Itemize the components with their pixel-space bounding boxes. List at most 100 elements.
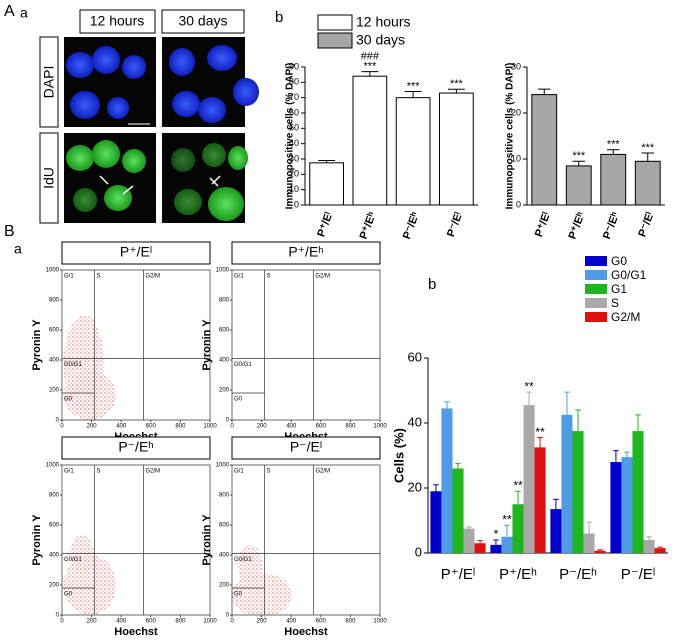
panel-label: a xyxy=(20,5,28,21)
y-axis-label: Pyronin Y xyxy=(31,319,43,371)
y-tick-label: 0 xyxy=(56,418,60,424)
error-bar xyxy=(646,536,652,540)
bar xyxy=(632,431,644,553)
error-bar xyxy=(477,540,483,544)
gate-label: G/1 xyxy=(234,274,244,280)
legend-swatch xyxy=(317,32,353,49)
error-bar xyxy=(444,401,450,409)
bar xyxy=(643,540,655,553)
panel-label: b xyxy=(428,276,436,293)
plot-frame xyxy=(61,464,211,616)
panel-label: A xyxy=(4,3,15,20)
flow-plots: P⁺/Eˡ 0 200 400 600 800 1000 0 200 400 600 800 1000 G… xyxy=(31,241,387,638)
x-tick-label: 400 xyxy=(116,619,127,625)
gate-label: G2/M xyxy=(315,274,330,280)
annotation: * xyxy=(494,527,499,541)
x-tick-label: P⁻/Eˡ xyxy=(636,211,656,239)
x-tick-label: 0 xyxy=(230,619,234,625)
bar xyxy=(594,550,606,553)
row-header-box xyxy=(39,36,59,128)
row-header: DAPI xyxy=(41,66,57,99)
gate-label: S xyxy=(97,274,101,280)
gate-label: G0 xyxy=(64,397,73,403)
y-tick-label: 800 xyxy=(49,298,60,304)
x-tick-label: 600 xyxy=(316,619,327,625)
legend-swatch xyxy=(585,312,607,322)
y-tick-label: 1000 xyxy=(216,463,230,469)
y-tick-label: 30 xyxy=(511,61,521,71)
legend-swatch xyxy=(585,298,607,308)
x-tick-label: 600 xyxy=(316,424,327,430)
column-header: 12 hours xyxy=(90,13,144,29)
error-bar xyxy=(586,521,592,534)
bar xyxy=(474,543,486,553)
gate-label: G/1 xyxy=(64,274,74,280)
bar xyxy=(430,491,442,553)
y-tick-label: 0 xyxy=(415,544,422,559)
plot-title: P⁻/Eʰ xyxy=(118,439,153,455)
error-bar xyxy=(447,88,465,94)
plot-title: P⁻/Eˡ xyxy=(290,439,322,455)
error-bar xyxy=(526,391,532,406)
y-tick-label: 80 xyxy=(289,77,299,87)
bar xyxy=(490,544,502,553)
row-header-box xyxy=(39,132,59,224)
y-tick-label: 1000 xyxy=(216,268,230,274)
annotation: ** xyxy=(524,379,534,393)
bar xyxy=(621,457,633,553)
error-bar xyxy=(538,88,551,95)
bar xyxy=(463,528,475,553)
x-tick-label: 1000 xyxy=(373,424,387,430)
y-tick-label: 600 xyxy=(49,328,60,334)
y-tick-label: 800 xyxy=(219,493,230,499)
x-tick-label: 1000 xyxy=(203,424,217,430)
error-bar xyxy=(504,524,510,537)
y-axis-label: Pyronin Y xyxy=(201,319,213,371)
error-bar xyxy=(493,539,499,545)
x-tick-label: P⁺/Eˡ xyxy=(441,566,475,583)
legend-label: 30 days xyxy=(356,32,405,48)
bar xyxy=(352,75,388,206)
bar xyxy=(583,533,595,553)
x-tick-label: 800 xyxy=(345,619,356,625)
error-bar xyxy=(641,152,654,162)
title-box xyxy=(61,241,211,265)
legend-label: G2/M xyxy=(611,310,640,324)
error-bar xyxy=(624,451,630,458)
panel-label: a xyxy=(14,241,22,257)
y-tick-label: 1000 xyxy=(46,268,60,274)
annotation: *** xyxy=(641,142,655,154)
bar xyxy=(600,153,627,206)
plot-frame xyxy=(61,269,211,421)
gate-label: S xyxy=(267,274,271,280)
error-bar xyxy=(597,549,603,551)
plot-title: P⁺/Eʰ xyxy=(288,244,323,260)
title-box xyxy=(61,436,211,460)
x-tick-label: P⁻/Eʰ xyxy=(601,211,622,241)
plot-frame xyxy=(231,269,381,421)
y-axis-label: Immunopositive cells (% DAPI) xyxy=(505,63,516,210)
annotation: *** xyxy=(363,61,377,73)
x-tick-label: 600 xyxy=(146,619,157,625)
plot-frame xyxy=(231,464,381,616)
y-tick-label: 60 xyxy=(289,107,299,117)
y-tick-label: 400 xyxy=(219,553,230,559)
x-tick-label: 200 xyxy=(257,619,268,625)
y-tick-label: 400 xyxy=(219,358,230,364)
x-tick-label: P⁻/Eʰ xyxy=(559,566,597,583)
gate-label: S xyxy=(267,469,271,475)
bar xyxy=(439,92,474,206)
y-tick-label: 400 xyxy=(49,553,60,559)
y-tick-label: 200 xyxy=(49,583,60,589)
gate-label: G0/G1 xyxy=(64,362,82,368)
y-tick-label: 40 xyxy=(289,138,299,148)
bar xyxy=(395,97,431,206)
x-tick-label: P⁺/Eʰ xyxy=(358,211,379,241)
bar xyxy=(654,548,666,553)
error-bar xyxy=(515,490,521,505)
x-tick-label: 400 xyxy=(286,424,297,430)
x-tick-label: 800 xyxy=(175,619,186,625)
x-axis-label: Hoechst xyxy=(114,626,158,638)
